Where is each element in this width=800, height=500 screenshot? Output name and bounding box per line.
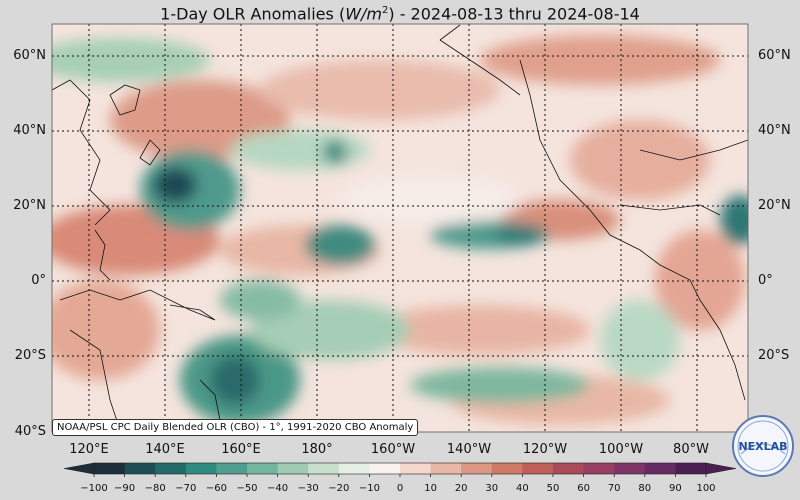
- colorbar-segment: [491, 463, 523, 474]
- colorbar-tick-label: −90: [114, 483, 136, 494]
- colorbar-segment: [614, 463, 646, 474]
- lon-label-160e: 160°E: [221, 442, 261, 457]
- colorbar-segment: [461, 463, 493, 474]
- colorbar-tick-label: −50: [236, 483, 258, 494]
- colorbar-tick-label: 80: [638, 483, 652, 494]
- colorbar: [63, 462, 737, 477]
- colorbar-tick-label: 30: [485, 483, 499, 494]
- lat-label-20n-right: 20°N: [758, 198, 791, 213]
- colorbar-tick-label: −60: [205, 483, 227, 494]
- colorbar-segment: [400, 463, 432, 474]
- lat-label-40s-left: 40°S: [14, 424, 46, 439]
- graticule: [52, 24, 748, 432]
- colorbar-segment: [644, 463, 676, 474]
- colorbar-tick-label: −70: [175, 483, 197, 494]
- colorbar-tick-label: 10: [424, 483, 437, 494]
- colorbar-segment: [185, 463, 217, 474]
- colorbar-tick-label: −20: [328, 483, 350, 494]
- page-title: 1-Day OLR Anomalies (W/m2) - 2024-08-13 …: [160, 4, 640, 24]
- colorbar-tick-label: 70: [607, 483, 621, 494]
- colorbar-tick-label: −30: [297, 483, 319, 494]
- colorbar-tick-label: 0: [396, 483, 404, 494]
- colorbar-segment: [124, 463, 156, 474]
- colorbar-tick-label: −80: [144, 483, 166, 494]
- lon-label-120w: 120°W: [522, 442, 568, 457]
- colorbar-segment: [553, 463, 585, 474]
- anomaly-field: [52, 35, 748, 425]
- colorbar-segment: [155, 463, 187, 474]
- colorbar-segment: [338, 463, 370, 474]
- colorbar-tick-label: 90: [669, 483, 682, 494]
- colorbar-tick-label: 60: [577, 483, 590, 494]
- colorbar-extend-min: [63, 462, 95, 475]
- lon-label-180: 180°: [301, 442, 333, 457]
- colorbar-tick-label: −40: [267, 483, 289, 494]
- colorbar-segment: [94, 463, 126, 474]
- colorbar-segment: [430, 463, 462, 474]
- lon-label-160w: 160°W: [370, 442, 416, 457]
- lat-label-eq-right: 0°: [758, 273, 773, 288]
- lon-label-140w: 140°W: [446, 442, 492, 457]
- colorbar-segment: [675, 463, 707, 474]
- colorbar-tick-label: 20: [454, 483, 468, 494]
- lat-label-40n-right: 40°N: [758, 123, 791, 138]
- nexlab-logo-icon[interactable]: NEXLAB: [731, 414, 795, 478]
- lon-label-140e: 140°E: [145, 442, 185, 457]
- colorbar-segment: [369, 463, 401, 474]
- lat-label-40n-left: 40°N: [13, 123, 46, 138]
- lat-label-eq-left: 0°: [31, 273, 46, 288]
- colorbar-segment: [308, 463, 340, 474]
- colorbar-tick-label: 50: [546, 483, 560, 494]
- colorbar-tick-label: 40: [516, 483, 529, 494]
- colorbar-segment: [277, 463, 309, 474]
- lat-label-20s-left: 20°S: [14, 348, 46, 363]
- colorbar-segment: [216, 463, 248, 474]
- colorbar-tick-label: −10: [358, 483, 380, 494]
- lon-label-120e: 120°E: [69, 442, 109, 457]
- lat-label-60n-left: 60°N: [13, 48, 46, 63]
- lat-label-20s-right: 20°S: [758, 348, 790, 363]
- data-source-caption: NOAA/PSL CPC Daily Blended OLR (CBO) - 1…: [52, 419, 419, 436]
- colorbar-tick-label: 100: [696, 483, 716, 494]
- colorbar-segment: [247, 463, 279, 474]
- colorbar-segment: [583, 463, 615, 474]
- lon-label-80w: 80°W: [673, 442, 709, 457]
- lon-label-100w: 100°W: [598, 442, 644, 457]
- lat-label-20n-left: 20°N: [13, 198, 46, 213]
- coastlines: [52, 24, 748, 431]
- logo-text: NEXLAB: [738, 440, 787, 453]
- colorbar-tick-label: −100: [80, 483, 108, 494]
- colorbar-segment: [522, 463, 554, 474]
- lat-label-60n-right: 60°N: [758, 48, 791, 63]
